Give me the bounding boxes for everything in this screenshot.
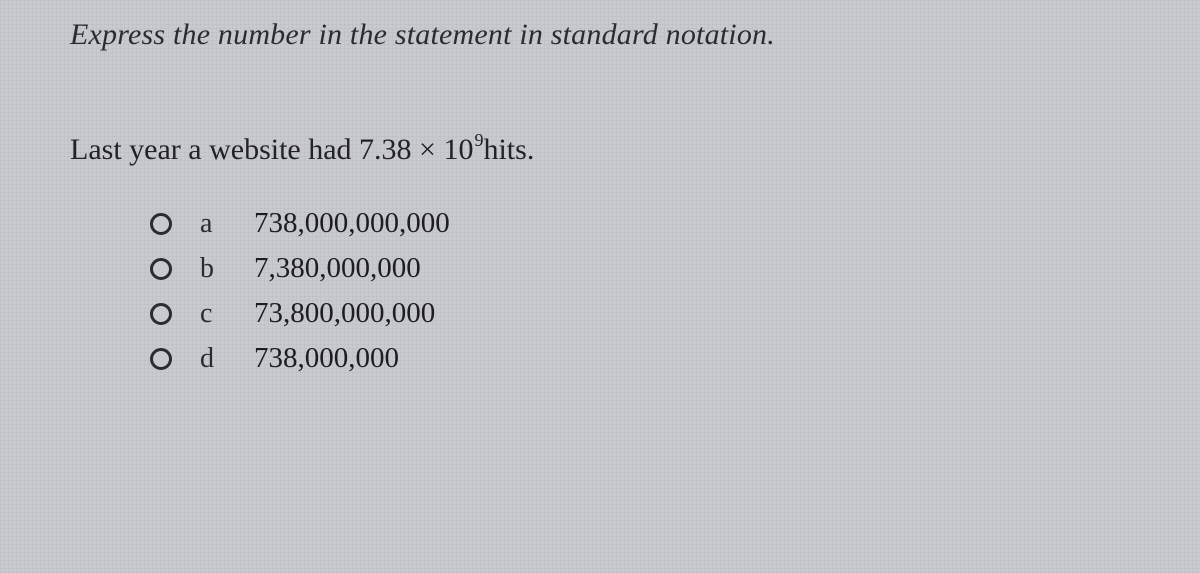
radio-d[interactable] — [150, 348, 172, 370]
option-row: b 7,380,000,000 — [150, 252, 1130, 285]
radio-a[interactable] — [150, 213, 172, 235]
option-letter: c — [200, 298, 254, 330]
option-letter: d — [200, 343, 254, 375]
statement-text: Last year a website had 7.38 × 109hits. — [70, 132, 1130, 167]
statement-prefix: Last year a website had — [70, 133, 359, 166]
statement-times: × — [412, 133, 444, 166]
option-letter: a — [200, 208, 254, 240]
instruction-text: Express the number in the statement in s… — [70, 18, 1130, 52]
option-value: 738,000,000 — [254, 342, 399, 375]
option-row: c 73,800,000,000 — [150, 297, 1130, 330]
option-row: d 738,000,000 — [150, 342, 1130, 375]
statement-base: 10 — [443, 133, 473, 166]
statement-suffix: hits. — [483, 133, 534, 166]
statement-exponent: 9 — [474, 130, 483, 150]
option-letter: b — [200, 253, 254, 285]
question-page: Express the number in the statement in s… — [0, 0, 1200, 375]
options-list: a 738,000,000,000 b 7,380,000,000 c 73,8… — [150, 207, 1130, 375]
option-value: 73,800,000,000 — [254, 297, 435, 330]
option-value: 7,380,000,000 — [254, 252, 421, 285]
statement-coefficient: 7.38 — [359, 133, 412, 166]
radio-c[interactable] — [150, 303, 172, 325]
option-value: 738,000,000,000 — [254, 207, 450, 240]
option-row: a 738,000,000,000 — [150, 207, 1130, 240]
radio-b[interactable] — [150, 258, 172, 280]
